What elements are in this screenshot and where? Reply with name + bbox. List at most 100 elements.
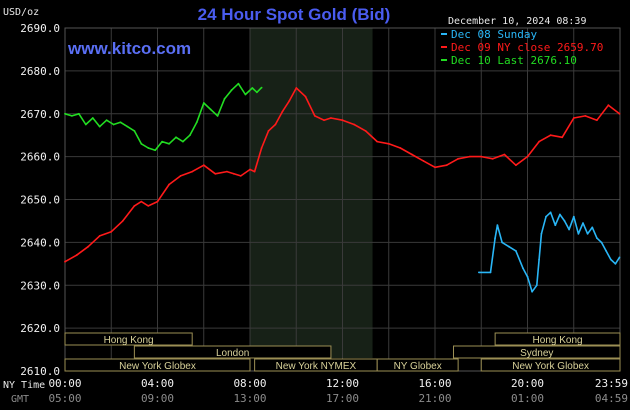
session-label: New York Globex xyxy=(119,361,196,372)
data-point xyxy=(491,157,494,160)
data-point xyxy=(561,136,564,139)
legend-label: Dec 08 Sunday xyxy=(451,28,537,41)
data-point xyxy=(434,166,436,169)
data-point xyxy=(526,275,529,278)
data-point xyxy=(119,121,122,124)
data-point xyxy=(209,108,212,111)
data-point xyxy=(582,222,584,225)
data-point xyxy=(468,155,471,158)
data-point xyxy=(133,205,136,207)
session-box xyxy=(376,358,459,372)
session-label: NY Globex xyxy=(394,361,442,372)
data-point xyxy=(545,215,547,218)
data-point xyxy=(422,160,425,162)
data-point xyxy=(596,237,598,240)
data-point xyxy=(494,237,496,240)
legend-label: Dec 09 NY close 2659.70 xyxy=(451,41,603,54)
data-point xyxy=(618,256,621,259)
data-point xyxy=(515,250,517,252)
data-point xyxy=(538,258,540,261)
data-point xyxy=(480,155,483,158)
data-point xyxy=(600,241,603,244)
x-tick-label: 12:00 xyxy=(326,377,359,390)
session-box xyxy=(64,358,251,372)
y-tick-label: 2620.0 xyxy=(20,322,60,335)
chart-axes: 2690.0 2680.0 2670.0 2660.0 2650.0 2640.0 2630… xyxy=(20,22,628,405)
data-point xyxy=(140,200,143,203)
data-point xyxy=(156,200,159,203)
session-box xyxy=(64,332,193,346)
data-point xyxy=(341,119,344,122)
data-point xyxy=(288,100,291,102)
data-point xyxy=(179,175,182,177)
session-label: New York NYMEX xyxy=(276,361,357,372)
data-point xyxy=(126,125,129,128)
data-point xyxy=(84,123,87,126)
data-point xyxy=(596,119,598,122)
data-point xyxy=(274,123,277,126)
gmt-tick-label: 17:00 xyxy=(326,392,359,405)
data-point xyxy=(411,153,413,156)
data-point xyxy=(387,142,390,145)
gmt-tick-label: 21:00 xyxy=(418,392,451,405)
data-point xyxy=(112,123,115,126)
data-point xyxy=(249,168,251,171)
session-box xyxy=(480,358,621,372)
data-point xyxy=(609,258,612,261)
y-tick-label: 2680.0 xyxy=(20,65,60,78)
data-point xyxy=(618,112,621,115)
ny-time-label: NY Time xyxy=(3,380,45,391)
legend-label: Dec 10 Last 2676.10 xyxy=(451,54,577,67)
data-point xyxy=(607,104,610,107)
data-point xyxy=(496,224,499,227)
series-line-0 xyxy=(478,211,621,293)
session-box xyxy=(494,332,621,346)
y-tick-label: 2630.0 xyxy=(20,279,60,292)
data-point xyxy=(577,232,580,235)
data-point xyxy=(323,119,325,122)
data-point xyxy=(526,155,529,158)
data-point xyxy=(133,130,136,132)
data-point xyxy=(399,147,402,149)
y-tick-label: 2690.0 xyxy=(20,22,60,35)
y-tick-label: 2610.0 xyxy=(20,365,60,378)
data-point xyxy=(330,117,332,119)
chart-grid xyxy=(64,27,621,372)
data-point xyxy=(531,290,533,293)
data-point xyxy=(313,115,316,117)
data-point xyxy=(175,136,177,139)
data-point xyxy=(376,140,379,143)
data-point xyxy=(147,147,150,149)
data-point xyxy=(71,115,73,117)
y-tick-label: 2670.0 xyxy=(20,108,60,121)
data-point xyxy=(140,142,143,145)
data-point xyxy=(591,226,594,229)
data-point xyxy=(503,153,506,156)
x-tick-label: 23:59 xyxy=(595,377,628,390)
data-point xyxy=(568,228,570,231)
data-point xyxy=(230,89,233,92)
data-point xyxy=(522,267,524,269)
data-point xyxy=(605,250,607,252)
session-label: Sydney xyxy=(520,348,553,359)
data-point xyxy=(98,125,101,128)
data-point xyxy=(256,91,258,94)
kitco-brand[interactable]: www.kitco.com xyxy=(67,39,191,58)
data-point xyxy=(105,119,108,122)
data-point xyxy=(304,95,307,98)
data-point xyxy=(110,230,113,233)
data-point xyxy=(563,220,566,222)
data-point xyxy=(260,86,263,89)
data-point xyxy=(182,140,184,143)
data-point xyxy=(226,170,228,173)
data-point xyxy=(614,262,617,265)
data-point xyxy=(223,97,226,100)
data-point xyxy=(295,87,298,89)
data-point xyxy=(559,213,561,216)
data-point xyxy=(75,254,78,257)
data-point xyxy=(253,170,256,173)
chart-title: 24 Hour Spot Gold (Bid) xyxy=(198,5,391,24)
data-point xyxy=(445,164,448,167)
gmt-tick-label: 04:59 xyxy=(595,392,628,405)
